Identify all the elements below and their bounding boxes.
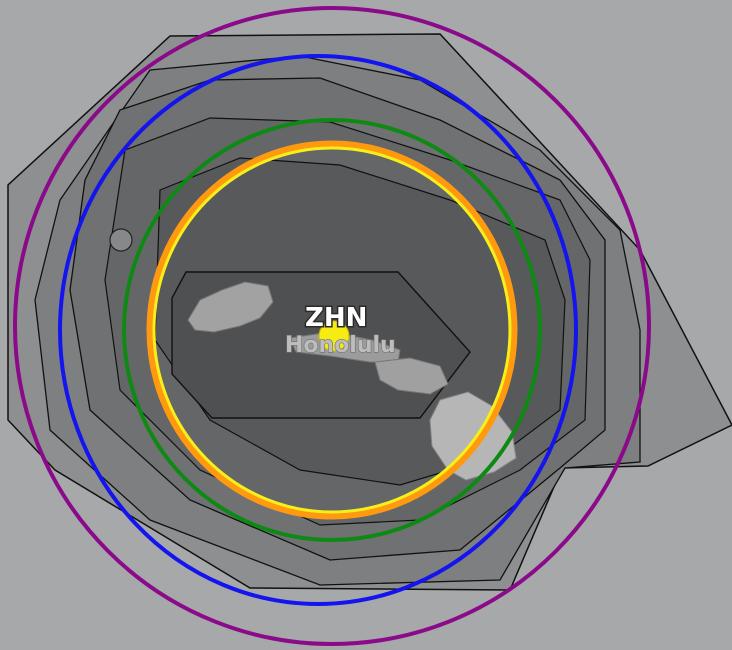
radar-station-marker[interactable] [318, 320, 350, 352]
range-rings [13, 6, 651, 646]
station-id-label[interactable]: ZHN [304, 302, 369, 335]
orange-ring [146, 140, 518, 520]
purple-ring [13, 6, 651, 646]
island-niihau [109, 228, 133, 252]
city-label-honolulu: Honolulu [285, 333, 396, 358]
island-oahu [187, 281, 274, 333]
blue-ring [58, 54, 578, 606]
green-ring [122, 118, 542, 542]
yellow-ring [152, 146, 512, 514]
island-maui [374, 357, 449, 395]
